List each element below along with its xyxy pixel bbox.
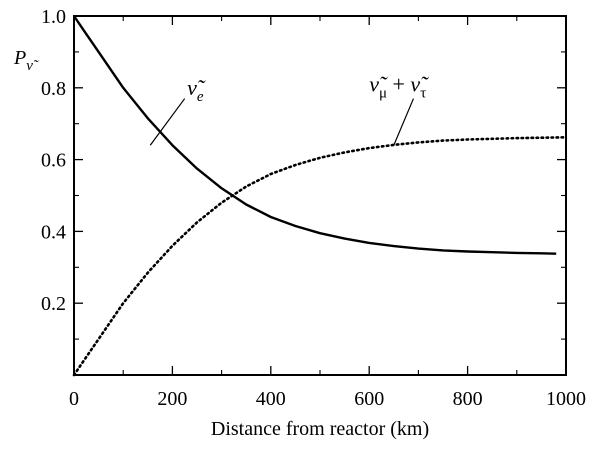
annotation-plus: + bbox=[387, 71, 410, 96]
x-tick-label: 600 bbox=[354, 388, 384, 410]
annotation-nu-mu-sub: μ bbox=[379, 85, 387, 101]
annotation-nu-mu-tau: ν̃μ + ν̃τ bbox=[369, 71, 429, 101]
series-line-0 bbox=[73, 15, 557, 255]
x-tick-label: 800 bbox=[453, 388, 483, 410]
annotation-nu-tau-sub: τ bbox=[420, 85, 426, 101]
annotation-nu-e: ν̃e bbox=[187, 75, 206, 105]
x-tick-label: 1000 bbox=[546, 388, 586, 410]
ticks bbox=[73, 15, 567, 375]
annotation-nu-mu-tau-leader bbox=[393, 98, 415, 146]
y-axis-label-main: P bbox=[13, 47, 26, 69]
tick-labels: 0 200 400 600 800 1000 0.2 0.4 0.6 0.8 1.0 bbox=[41, 6, 586, 410]
x-tick-label: 400 bbox=[256, 388, 286, 410]
plot-frame bbox=[73, 15, 567, 376]
y-tick-label: 0.4 bbox=[41, 221, 66, 243]
y-tick-label: 1.0 bbox=[41, 6, 66, 28]
y-axis-label-sub: ν̃ bbox=[26, 58, 39, 74]
y-tick-label: 0.2 bbox=[41, 293, 66, 315]
series-line-1 bbox=[72, 136, 568, 377]
y-axis-label: Pν̃ bbox=[13, 47, 39, 74]
annotation-nu-e-leader bbox=[149, 98, 186, 146]
x-tick-label: 0 bbox=[69, 388, 79, 410]
x-tick-label: 200 bbox=[157, 388, 187, 410]
annotation-nu-e-sub: e bbox=[197, 89, 204, 105]
y-tick-label: 0.6 bbox=[41, 150, 66, 172]
plot-area bbox=[72, 15, 568, 377]
x-axis-label: Distance from reactor (km) bbox=[211, 418, 429, 440]
y-tick-label: 0.8 bbox=[41, 78, 66, 100]
